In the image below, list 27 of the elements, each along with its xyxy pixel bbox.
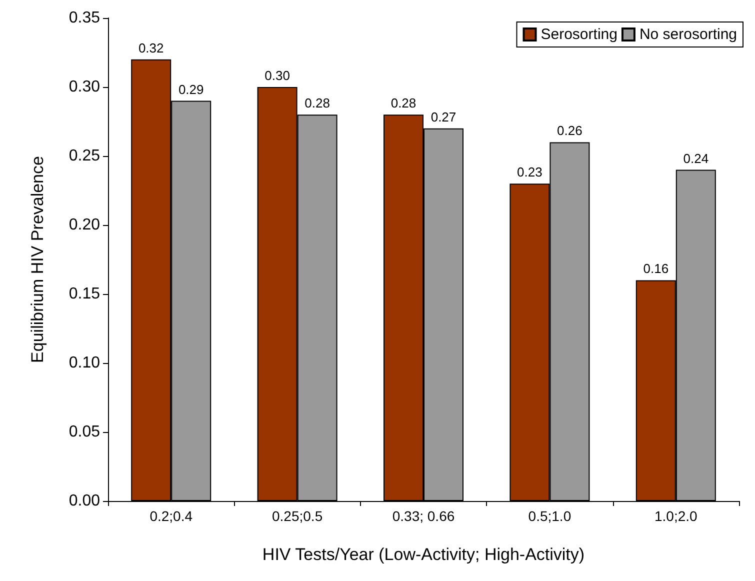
y-axis-title: Equilibrium HIV Prevalence <box>28 156 47 363</box>
x-tick-label: 0.25;0.5 <box>272 508 323 524</box>
data-label: 0.16 <box>643 261 669 276</box>
data-label: 0.23 <box>517 164 542 180</box>
x-tick-label: 0.5;1.0 <box>528 508 572 524</box>
x-axis-title: HIV Tests/Year (Low-Activity; High-Activity) <box>262 545 585 564</box>
y-tick-label: 0.30 <box>68 78 100 96</box>
y-tick-label: 0.00 <box>68 492 100 510</box>
data-label: 0.30 <box>264 68 290 83</box>
data-label: 0.27 <box>430 109 456 124</box>
x-tick-label: 0.33; 0.66 <box>392 508 455 524</box>
data-label: 0.24 <box>683 150 709 166</box>
x-tick-label: 1.0;2.0 <box>654 508 698 524</box>
data-label: 0.28 <box>304 96 330 111</box>
x-tick-label: 0.2;0.4 <box>150 508 193 524</box>
legend-label: Serosorting <box>540 26 618 43</box>
y-tick-label: 0.10 <box>68 354 100 372</box>
data-label: 0.26 <box>557 123 582 138</box>
y-tick-label: 0.25 <box>68 148 100 164</box>
y-tick-label: 0.35 <box>68 10 100 26</box>
data-label: 0.28 <box>390 96 416 111</box>
legend-label: No serosorting <box>639 26 738 43</box>
data-label: 0.29 <box>178 82 204 97</box>
data-label: 0.32 <box>138 40 164 56</box>
y-tick-label: 0.15 <box>68 286 100 302</box>
y-tick-label: 0.20 <box>68 216 100 234</box>
y-tick-label: 0.05 <box>68 424 100 440</box>
